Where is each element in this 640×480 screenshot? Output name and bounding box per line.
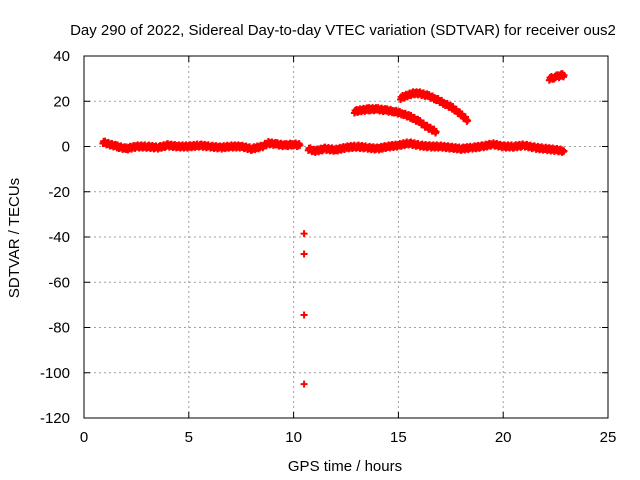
x-tick-label: 15 (390, 429, 407, 446)
data-point (560, 71, 568, 79)
series-arc-3 (545, 70, 568, 84)
y-axis-label: SDTVAR / TECUs (6, 178, 23, 298)
series-main-trace (99, 137, 304, 154)
y-tick-label: -100 (40, 365, 70, 382)
series-main-trace-after-gap- (304, 138, 568, 156)
y-tick-label: -80 (48, 320, 70, 337)
data-point (432, 128, 440, 136)
y-tick-label: -120 (40, 410, 70, 427)
outlier-point (300, 311, 308, 319)
x-tick-label: 5 (185, 429, 193, 446)
axis-ticks: 0 5 10 15 20 25 -120 -100 -80 -60 -40 -20 0 20 40 (40, 48, 616, 446)
series-arc-2 (396, 88, 472, 125)
y-tick-label: 40 (53, 48, 70, 65)
data-point (560, 147, 568, 155)
series-outliers (300, 230, 308, 388)
y-tick-label: 20 (53, 93, 70, 110)
x-tick-label: 20 (495, 429, 512, 446)
y-tick-label: 0 (62, 139, 70, 156)
x-tick-label: 0 (80, 429, 88, 446)
x-axis-label: GPS time / hours (288, 458, 402, 475)
data-point (296, 141, 304, 149)
chart-title: Day 290 of 2022, Sidereal Day-to-day VTE… (70, 22, 616, 39)
outlier-point (300, 380, 308, 388)
x-tick-label: 25 (600, 429, 617, 446)
data-point (464, 116, 472, 124)
outlier-point (300, 250, 308, 258)
y-tick-label: -60 (48, 274, 70, 291)
series-arc-1 (350, 104, 440, 137)
y-tick-label: -40 (48, 229, 70, 246)
x-tick-label: 10 (285, 429, 302, 446)
data-marks (99, 70, 568, 388)
y-tick-label: -20 (48, 184, 70, 201)
grid (84, 56, 608, 418)
outlier-point (300, 230, 308, 238)
